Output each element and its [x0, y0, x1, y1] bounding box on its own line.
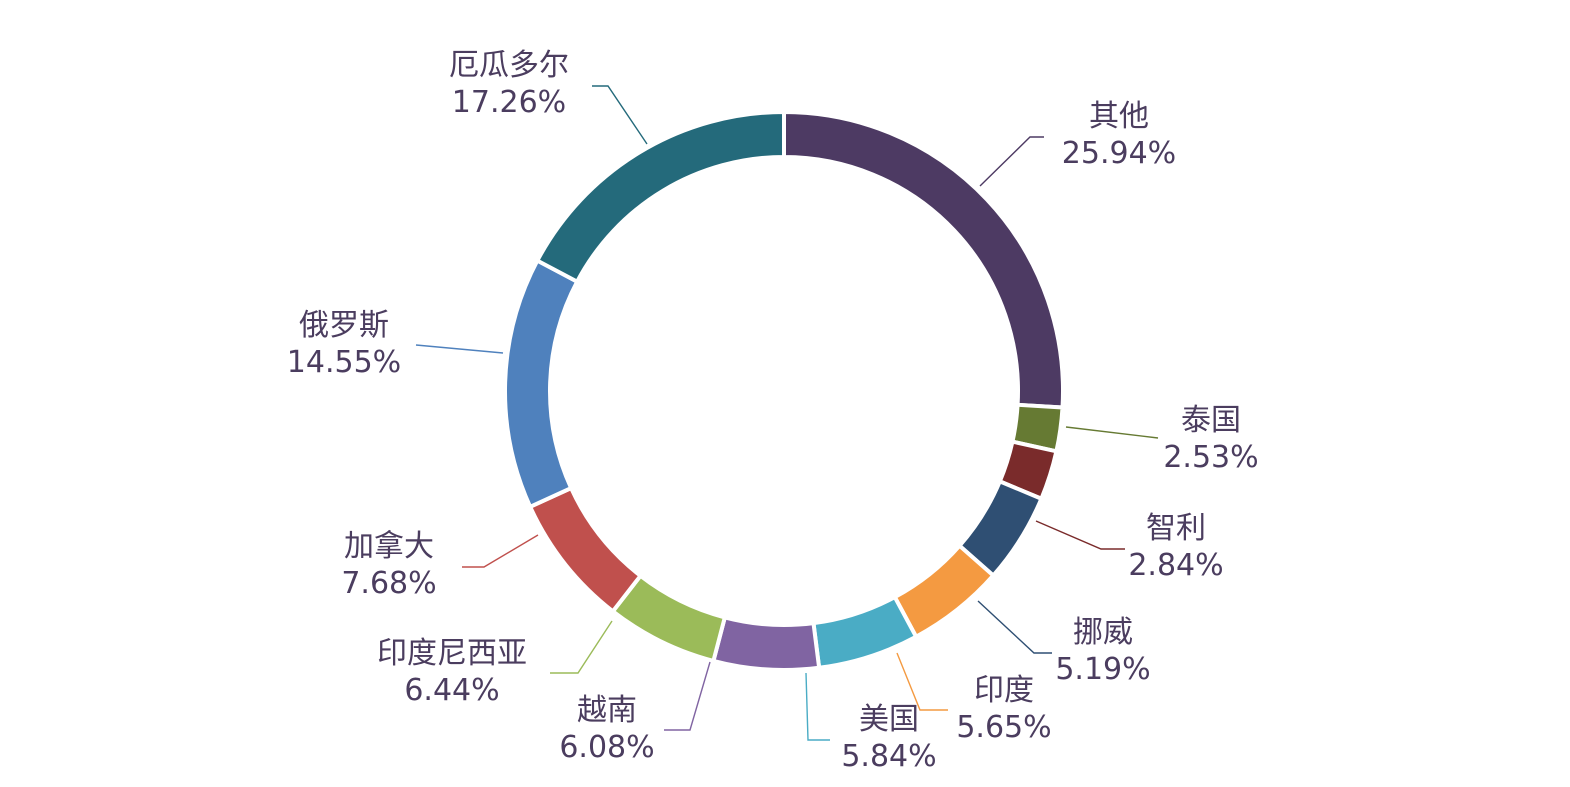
slice-label-value-0: 25.94%: [1062, 136, 1176, 171]
leader-line-2: [1035, 520, 1125, 550]
slice-label-name-8: 加拿大: [344, 529, 434, 564]
slice-label-value-6: 6.08%: [559, 730, 654, 765]
slice-label-value-10: 17.26%: [452, 85, 566, 120]
leaders-layer: [415, 85, 1159, 741]
slice-label-name-2: 智利: [1146, 511, 1206, 546]
slice-6: [710, 614, 822, 672]
leader-line-8: [462, 534, 539, 568]
slice-label-value-1: 2.53%: [1163, 440, 1258, 475]
slice-label-value-9: 14.55%: [287, 345, 401, 380]
slice-label-name-3: 挪威: [1073, 615, 1133, 650]
slice-label-value-5: 5.84%: [841, 739, 936, 774]
slice-label-name-0: 其他: [1089, 99, 1149, 134]
slice-label-value-2: 2.84%: [1128, 548, 1223, 583]
slice-label-name-9: 俄罗斯: [299, 308, 389, 343]
slice-label-value-4: 5.65%: [956, 710, 1051, 745]
slice-label-name-5: 美国: [859, 702, 919, 737]
leader-line-9: [415, 344, 504, 354]
slice-label-name-6: 越南: [577, 693, 637, 728]
slice-8: [527, 485, 644, 615]
slice-label-name-1: 泰国: [1181, 403, 1241, 438]
leader-line-4: [896, 652, 948, 711]
leader-line-10: [592, 85, 648, 145]
leader-line-6: [664, 661, 711, 731]
slice-label-value-8: 7.68%: [341, 566, 436, 601]
slice-label-name-7: 印度尼西亚: [377, 636, 527, 671]
slices-layer: [503, 109, 1065, 672]
slice-0: [782, 109, 1065, 410]
slice-9: [503, 257, 580, 510]
slice-label-value-3: 5.19%: [1055, 652, 1150, 687]
slice-label-name-4: 印度: [974, 673, 1034, 708]
slice-5: [811, 594, 919, 671]
leader-line-3: [977, 600, 1052, 654]
slice-10: [534, 109, 786, 285]
leader-line-1: [1065, 426, 1159, 439]
slice-label-name-10: 厄瓜多尔: [449, 48, 569, 83]
slice-label-value-7: 6.44%: [404, 673, 499, 708]
leader-line-5: [805, 672, 830, 741]
leader-line-0: [979, 136, 1044, 187]
leader-line-7: [550, 620, 613, 674]
